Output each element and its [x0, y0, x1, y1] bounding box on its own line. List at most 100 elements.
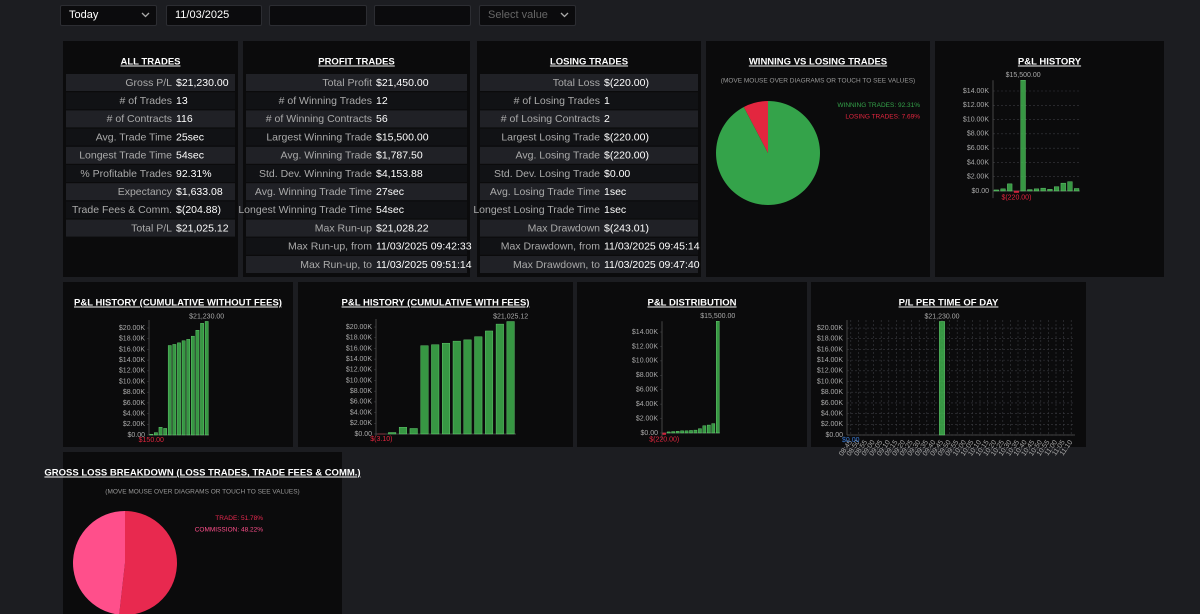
table-row: [480, 128, 698, 146]
table-title: PROFIT TRADES: [318, 57, 395, 68]
y-tick-label: $16.00K: [346, 345, 372, 352]
y-tick-label: $10.00K: [963, 116, 989, 123]
row-label: Largest Losing Trade: [501, 131, 600, 143]
row-label: Avg. Winning Trade Time: [255, 186, 372, 198]
legend-name: TRADE: [215, 515, 238, 522]
legend-name: WINNING TRADES: [837, 102, 895, 109]
table-row: [66, 128, 235, 146]
bar: [167, 345, 172, 436]
date-input[interactable]: 11/03/2025: [166, 5, 262, 26]
legend-entry: WINNING TRADES: 92.31%: [837, 102, 920, 109]
bar: [1000, 188, 1006, 192]
legend-sep: :: [894, 102, 898, 109]
bar: [191, 335, 195, 436]
y-tick-label: $8.00K: [821, 389, 844, 396]
y-tick-label: $4.00K: [123, 410, 146, 417]
row-label: Max Drawdown, from: [501, 241, 600, 253]
bar: [474, 336, 483, 435]
bar: [666, 431, 671, 434]
row-value: 25sec: [176, 131, 204, 143]
row-label: Avg. Losing Trade: [516, 150, 601, 162]
max-label: $15,500.00: [1006, 72, 1041, 79]
min-label: $(3.10): [370, 436, 392, 443]
y-tick-label: $12.00K: [963, 102, 989, 109]
y-tick-label: $0.00: [354, 431, 372, 438]
y-tick-label: $14.00K: [346, 356, 372, 363]
bar: [1067, 181, 1073, 192]
panel-canvas: ALL TRADES Gross P/L $21,230.00 # of Trades…: [66, 57, 235, 237]
y-tick-label: $20.00K: [817, 325, 843, 332]
table-row: [480, 110, 698, 128]
row-value: $(243.01): [604, 222, 649, 234]
text-input[interactable]: [269, 5, 367, 26]
bar: [1054, 186, 1060, 192]
row-value: 54sec: [176, 150, 204, 162]
y-tick-label: $10.00K: [632, 358, 658, 365]
bar: [1033, 188, 1040, 192]
chart-title: P/L PER TIME OF DAY: [899, 298, 999, 309]
row-label: # of Winning Contracts: [266, 113, 372, 125]
bar: [1013, 190, 1019, 193]
row-value: 11/03/2025 09:47:40: [604, 259, 700, 271]
y-tick-label: $18.00K: [346, 335, 372, 342]
table-row: [480, 92, 698, 110]
legend-value: 48.22%: [241, 526, 263, 533]
row-value: $(220.00): [604, 131, 649, 143]
row-label: # of Losing Contracts: [501, 113, 600, 125]
bar: [154, 432, 158, 436]
row-value: 27sec: [376, 186, 404, 198]
legend-name: LOSING TRADES: [845, 113, 898, 120]
value-select[interactable]: Select value: [479, 5, 576, 26]
table-row: [66, 201, 235, 219]
bar: [702, 425, 707, 434]
panel-canvas: P&L HISTORY (CUMULATIVE WITH FEES)$0.00$…: [342, 298, 530, 443]
chevron: [560, 12, 569, 18]
row-label: # of Contracts: [107, 113, 172, 125]
bar: [1060, 182, 1066, 192]
table-row: [66, 110, 235, 128]
bar: [675, 430, 680, 434]
row-label: Gross P/L: [125, 77, 172, 89]
row-value: $21,230.00: [176, 77, 229, 89]
table-row: [246, 146, 467, 164]
chart-panel: P/L PER TIME OF DAY $0.00 $2.00K $4.00K $6.0…: [811, 282, 1086, 458]
row-value: 13: [176, 95, 188, 107]
pie-slice: [119, 511, 178, 614]
table-row: [480, 165, 698, 182]
bar: [993, 189, 999, 192]
y-tick-label: $6.00K: [821, 400, 844, 407]
y-tick-label: $18.00K: [119, 336, 145, 343]
text-input[interactable]: [374, 5, 471, 26]
bar: [195, 330, 200, 436]
row-label: Avg. Losing Trade Time: [490, 186, 600, 198]
row-value: $(220.00): [604, 77, 649, 89]
y-tick-label: $10.00K: [817, 378, 843, 385]
max-label: $21,230.00: [189, 313, 224, 320]
table-row: [66, 74, 235, 91]
row-label: % Profitable Trades: [80, 168, 172, 180]
row-label: Total Profit: [322, 77, 372, 89]
row-value: 11/03/2025 09:45:14: [604, 241, 700, 253]
min-label: $(220.00): [649, 436, 679, 443]
bar: [1007, 183, 1013, 192]
row-label: Max Drawdown: [528, 222, 601, 234]
y-tick-label: $20.00K: [119, 325, 145, 332]
bar: [707, 424, 711, 434]
y-tick-label: $12.00K: [817, 368, 843, 375]
y-tick-label: $14.00K: [119, 357, 145, 364]
bar: [388, 432, 397, 435]
bar: [680, 430, 684, 434]
y-tick-label: $8.00K: [636, 372, 659, 379]
bar: [149, 433, 154, 436]
row-label: Longest Losing Trade Time: [473, 204, 600, 216]
table-row: [66, 219, 235, 237]
legend-sep: :: [237, 515, 241, 522]
row-value: 56: [376, 113, 388, 125]
row-label: Trade Fees & Comm.: [72, 204, 172, 216]
chart-title: P&L HISTORY (CUMULATIVE WITHOUT FEES): [74, 298, 282, 309]
period-select[interactable]: Today: [60, 5, 157, 26]
legend-value: 7.69%: [902, 113, 921, 120]
y-tick-label: $4.00K: [350, 409, 373, 416]
chevron: [141, 12, 150, 18]
legend-value: 51.78%: [241, 515, 263, 522]
